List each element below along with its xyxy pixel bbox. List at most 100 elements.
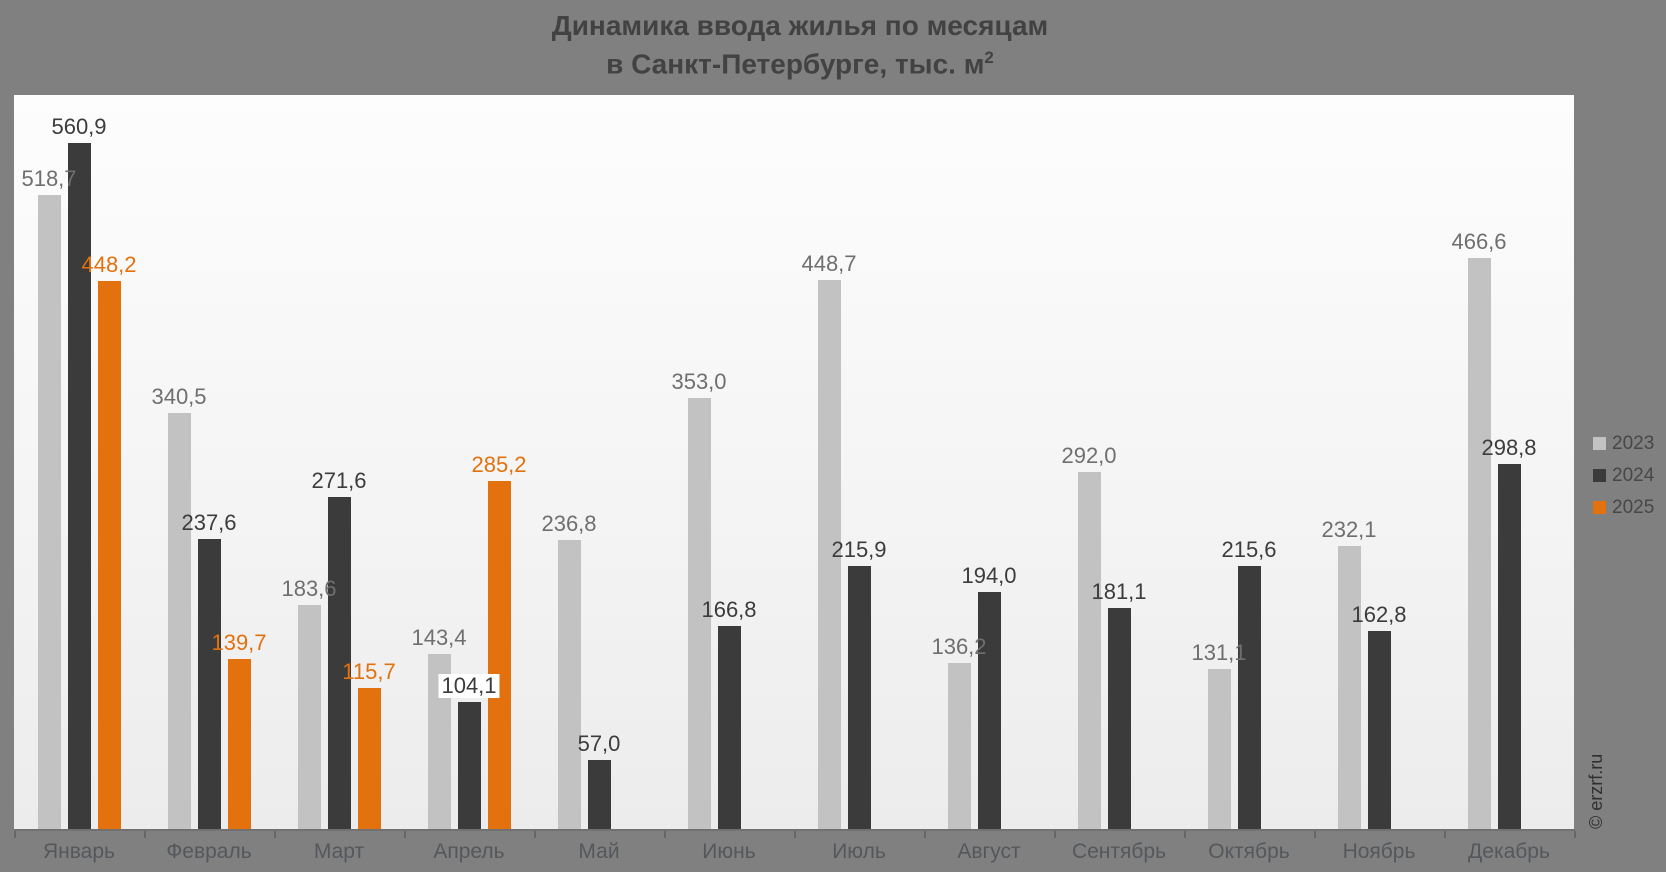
x-label-Январь: Январь (43, 840, 115, 863)
bar-2024-Август: 194,0 (961, 564, 1017, 830)
bar-group-Март: 183,6 271,6 115,7 (274, 95, 404, 830)
x-label-Сентябрь: Сентябрь (1071, 840, 1167, 863)
axis-tick (534, 831, 536, 838)
bar-2024-Февраль: 237,6 (181, 510, 237, 830)
bar-2023-Май: 236,8 (541, 511, 597, 830)
bar-2023-Декабрь: 466,6 (1451, 230, 1507, 830)
x-label-Май: Май (578, 840, 620, 863)
chart-title: Динамика ввода жилья по месяцам в Санкт-… (0, 10, 1600, 80)
x-label-Февраль: Февраль (166, 840, 252, 863)
bar-2024-Январь: 560,9 (51, 114, 107, 830)
bar-2023-Ноябрь: 232,1 (1321, 517, 1377, 830)
axis-tick (794, 831, 796, 838)
bar-2025-Март: 115,7 (342, 660, 396, 830)
axis-tick (144, 831, 146, 838)
bar-value-label-2024-Август: 194,0 (961, 563, 1017, 589)
watermark: © erzrf.ru (1586, 753, 1606, 829)
bar-2023-Сентябрь: 292,0 (1061, 444, 1117, 830)
bar-value-label-2023-Декабрь: 466,6 (1451, 229, 1507, 255)
bar-2024-Октябрь: 215,6 (1221, 537, 1277, 830)
legend-swatch-2023 (1593, 437, 1606, 450)
x-label-Март: Март (313, 840, 365, 863)
legend: 2023 2024 2025 (1593, 433, 1654, 518)
x-label-Июнь: Июнь (702, 840, 756, 863)
bar-value-label-2024-Июнь: 166,8 (701, 596, 757, 622)
plot-area: 518,7 560,9 448,2 340,5 237,6 139,7 183,6 271,6… (14, 95, 1574, 830)
bar-value-label-2023-Июнь: 353,0 (671, 368, 727, 394)
bar-value-label-2023-Январь: 518,7 (21, 165, 77, 191)
bar-2024-Декабрь: 298,8 (1481, 435, 1537, 830)
bar-group-Ноябрь: 232,1 162,8 (1314, 95, 1444, 830)
bar-value-label-2024-Апрель: 104,1 (438, 674, 500, 699)
bar-value-label-2025-Апрель: 285,2 (471, 451, 527, 477)
legend-item-2024: 2024 (1593, 465, 1654, 486)
bar-group-Сентябрь: 292,0 181,1 (1054, 95, 1184, 830)
axis-tick (404, 831, 406, 838)
title-line-2: в Санкт-Петербурге, тыс. м2 (606, 48, 994, 80)
bar-2023-Март: 183,6 (281, 577, 337, 830)
legend-label-2025: 2025 (1612, 497, 1655, 518)
bar-value-label-2024-Октябрь: 215,6 (1221, 536, 1277, 562)
bar-group-Август: 136,2 194,0 (924, 95, 1054, 830)
x-label-Июль: Июль (832, 840, 886, 863)
axis-tick (664, 831, 666, 838)
bar-value-label-2024-Март: 271,6 (311, 468, 367, 494)
x-axis-labels: Январь Февраль Март Апрель Май Июнь Июль Август… (14, 840, 1574, 864)
bar-value-label-2024-Ноябрь: 162,8 (1351, 601, 1407, 627)
bar-value-label-2024-Май: 57,0 (577, 731, 621, 757)
bar-2023-Июль: 448,7 (801, 252, 857, 830)
bar-group-Октябрь: 131,1 215,6 (1184, 95, 1314, 830)
bar-2024-Сентябрь: 181,1 (1091, 580, 1147, 830)
bar-value-label-2024-Январь: 560,9 (51, 113, 107, 139)
legend-item-2023: 2023 (1593, 433, 1654, 454)
bar-value-label-2025-Март: 115,7 (342, 659, 396, 685)
bar-value-label-2023-Апрель: 143,4 (411, 625, 467, 651)
bar-group-Январь: 518,7 560,9 448,2 (14, 95, 144, 830)
axis-tick (274, 831, 276, 838)
bar-value-label-2024-Сентябрь: 181,1 (1091, 579, 1147, 605)
bar-value-label-2024-Июль: 215,9 (831, 536, 887, 562)
bar-value-label-2023-Сентябрь: 292,0 (1061, 443, 1117, 469)
bar-2024-Апрель: 104,1 (438, 674, 500, 830)
x-label-Октябрь: Октябрь (1208, 840, 1290, 863)
axis-tick (1054, 831, 1056, 838)
bar-value-label-2025-Февраль: 139,7 (211, 629, 267, 655)
bar-2023-Февраль: 340,5 (151, 384, 207, 830)
bar-value-label-2023-Май: 236,8 (541, 510, 597, 536)
bar-2023-Июнь: 353,0 (671, 369, 727, 830)
axis-tick (1574, 831, 1576, 838)
bar-2025-Февраль: 139,7 (211, 630, 267, 830)
title-line-1: Динамика ввода жилья по месяцам (551, 10, 1049, 41)
axis-tick (14, 831, 16, 838)
x-axis-line (14, 829, 1575, 831)
bar-2024-Июнь: 166,8 (701, 597, 757, 830)
axis-tick (924, 831, 926, 838)
x-label-Декабрь: Декабрь (1468, 840, 1550, 863)
bar-value-label-2024-Февраль: 237,6 (181, 509, 237, 535)
legend-swatch-2024 (1593, 469, 1606, 482)
axis-tick (1184, 831, 1186, 838)
legend-item-2025: 2025 (1593, 497, 1654, 518)
bar-2023-Август: 136,2 (931, 635, 987, 830)
bar-value-label-2023-Август: 136,2 (931, 634, 987, 660)
bar-2024-Июль: 215,9 (831, 537, 887, 830)
bar-group-Июль: 448,7 215,9 (794, 95, 924, 830)
bar-2023-Октябрь: 131,1 (1191, 641, 1247, 830)
bar-2024-Май: 57,0 (578, 732, 620, 830)
bar-group-Декабрь: 466,6 298,8 (1444, 95, 1574, 830)
legend-label-2023: 2023 (1612, 433, 1655, 454)
bar-2024-Март: 271,6 (311, 469, 367, 830)
superscript-2: 2 (984, 48, 994, 67)
x-label-Август: Август (957, 840, 1021, 863)
x-label-Ноябрь: Ноябрь (1342, 840, 1416, 863)
bar-group-Июнь: 353,0 166,8 (664, 95, 794, 830)
x-label-Апрель: Апрель (433, 840, 505, 863)
axis-tick (1314, 831, 1316, 838)
bar-value-label-2023-Февраль: 340,5 (151, 383, 207, 409)
bar-2025-Январь: 448,2 (81, 252, 137, 830)
bar-value-label-2023-Октябрь: 131,1 (1191, 640, 1247, 666)
bar-value-label-2023-Июль: 448,7 (801, 251, 857, 277)
bar-2025-Апрель: 285,2 (471, 452, 527, 830)
axis-tick (1444, 831, 1446, 838)
bar-group-Февраль: 340,5 237,6 139,7 (144, 95, 274, 830)
